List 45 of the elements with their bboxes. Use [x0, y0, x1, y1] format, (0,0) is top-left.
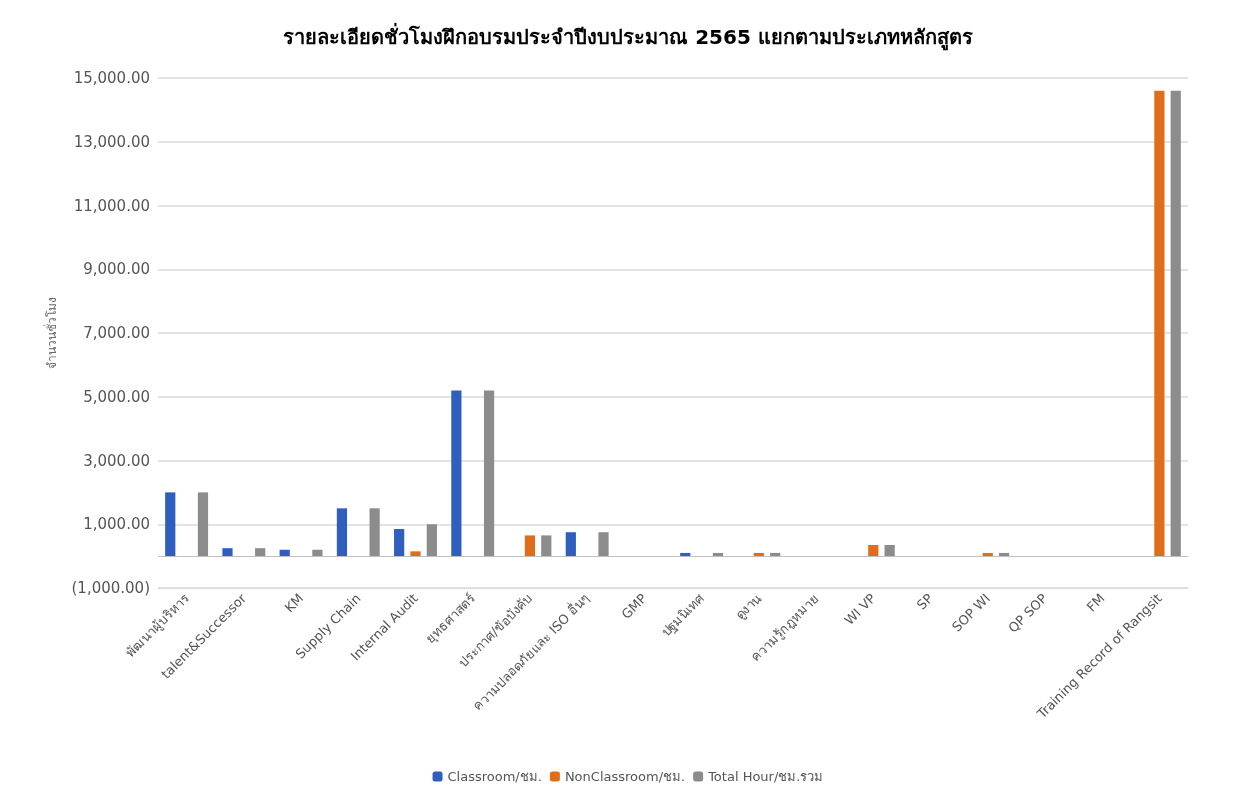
chart-title: รายละเอียดชั่วโมงฝึกอบรมประจำปีงบประมาณ 2565 แยกตามประเภทหลักสูตร	[283, 22, 973, 51]
y-tick-label: 9,000.00	[83, 260, 150, 279]
y-tick-label: 3,000.00	[83, 451, 150, 470]
bar	[712, 552, 724, 557]
y-tick-label: 13,000.00	[73, 132, 150, 151]
bar	[982, 552, 993, 557]
bar	[394, 529, 405, 557]
bar	[255, 548, 266, 557]
bar	[336, 508, 348, 557]
y-tick-label: 1,000.00	[83, 515, 150, 534]
x-tick-label: WI VP	[841, 590, 879, 628]
bar	[410, 551, 421, 557]
legend-label: Classroom/ชม.	[447, 769, 542, 784]
bar	[451, 390, 462, 557]
bar	[312, 549, 323, 557]
legend-label: NonClassroom/ชม.	[564, 769, 686, 784]
y-tick-label: (1,000.00)	[71, 579, 150, 597]
y-tick-label: 11,000.00	[73, 196, 150, 215]
x-tick-label: SP	[913, 590, 936, 613]
y-axis-title: จำนวนชั่วโมง	[43, 297, 59, 369]
bar	[753, 552, 764, 557]
bar	[541, 535, 552, 557]
bar	[770, 552, 781, 557]
legend-label: Total Hour/ชม.รวม	[707, 769, 824, 784]
x-tick-label: FM	[1083, 590, 1108, 615]
x-tick-label: KM	[281, 590, 307, 616]
bar	[868, 544, 879, 557]
bar	[369, 508, 380, 557]
y-tick-label: 5,000.00	[83, 387, 150, 406]
y-tick-label: 7,000.00	[83, 324, 150, 342]
bar	[884, 544, 895, 557]
bar	[222, 548, 233, 557]
bar	[1154, 90, 1165, 557]
bar	[524, 535, 536, 557]
bar	[426, 524, 437, 557]
bar	[165, 492, 176, 557]
y-tick-label: 15,000.00	[73, 69, 150, 87]
bar	[998, 552, 1010, 557]
bar	[598, 532, 609, 557]
bar	[197, 492, 209, 557]
bar	[565, 532, 576, 557]
bar	[483, 390, 495, 557]
bar	[279, 549, 290, 557]
bar	[680, 552, 691, 557]
bar	[1170, 90, 1181, 557]
